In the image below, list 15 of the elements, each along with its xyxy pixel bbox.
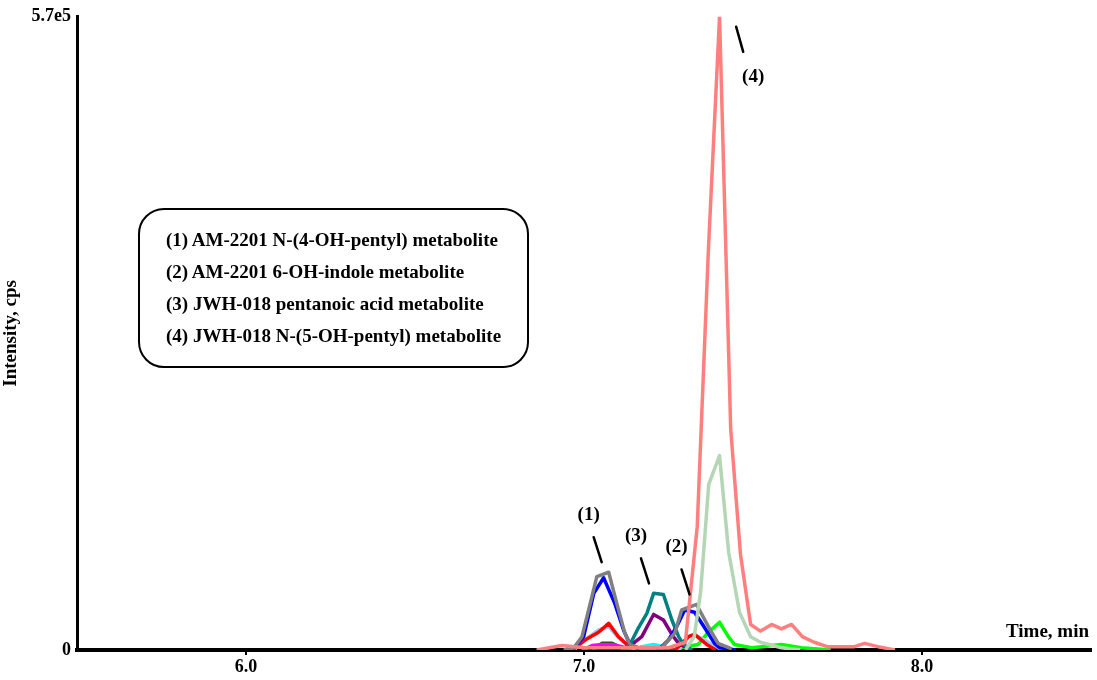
annotation: (2) — [665, 535, 688, 558]
annotation: (1) AM-2201 N-(4-OH-pentyl) metabolite — [166, 228, 499, 252]
annotation: (3) — [624, 524, 648, 547]
y-tick-label: 5.7e5 — [31, 5, 71, 26]
x-axis-title: Time, min — [1005, 620, 1090, 642]
annotation: (2) AM-2201 6-OH-indole metabolite — [166, 260, 466, 284]
x-tick-label: 6.0 — [234, 656, 258, 677]
annotation: (3) JWH-018 pentanoic acid metabolite — [166, 292, 485, 316]
annotation: (4) — [742, 64, 765, 87]
y-tick-label: 0 — [62, 638, 71, 659]
annotation: (4) JWH-018 N-(5-OH-pentyl) metabolite — [166, 324, 502, 348]
annotation: (1) — [577, 503, 600, 526]
y-axis-title: Intensity, cps — [0, 280, 21, 387]
x-tick-label: 8.0 — [910, 656, 934, 677]
x-tick-label: 7.0 — [572, 656, 596, 677]
